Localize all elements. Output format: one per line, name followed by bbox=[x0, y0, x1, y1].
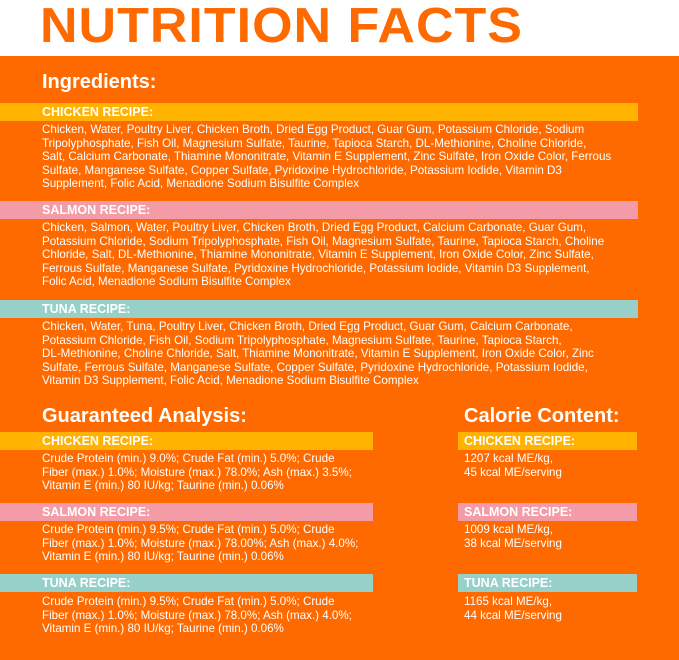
ingredients-tuna-text: Chicken, Water, Tuna, Poultry Liver, Chi… bbox=[42, 320, 594, 388]
text-line: Ferrous Sulfate, Manganese Sulfate, Pyri… bbox=[42, 261, 590, 275]
text-line: Potassium Chloride, Fish Oil, Sodium Tri… bbox=[42, 333, 562, 347]
text-line: Salt, Calcium Carbonate, Thiamine Mononi… bbox=[42, 150, 612, 163]
text-line: DL-Methionine, Choline Chloride, Salt, T… bbox=[42, 347, 594, 360]
text-line: Chicken, Water, Tuna, Poultry Liver, Chi… bbox=[42, 320, 573, 333]
text-line: Chloride, Salt, DL-Methionine, Thiamine … bbox=[42, 248, 594, 261]
text-line: Chicken, Water, Poultry Liver, Chicken B… bbox=[42, 123, 585, 136]
text-line: 38 kcal ME/serving bbox=[464, 536, 562, 550]
text-line: Folic Acid, Menadione Sodium Bisulfite C… bbox=[42, 275, 291, 288]
analysis-salmon-label: SALMON RECIPE: bbox=[0, 503, 373, 521]
ingredients-tuna-label: TUNA RECIPE: bbox=[0, 300, 638, 318]
text-line: Vitamin E (min.) 80 IU/kg; Taurine (min.… bbox=[42, 479, 284, 492]
text-line: Vitamin E (min.) 80 IU/kg; Taurine (min.… bbox=[42, 550, 284, 563]
text-line: Chicken, Salmon, Water, Poultry Liver, C… bbox=[42, 221, 587, 234]
text-line: 45 kcal ME/serving bbox=[464, 465, 562, 479]
page-title: NUTRITION FACTS bbox=[40, 0, 523, 54]
ingredients-salmon-text: Chicken, Salmon, Water, Poultry Liver, C… bbox=[42, 221, 604, 289]
text-line: Crude Protein (min.) 9.5%; Crude Fat (mi… bbox=[42, 523, 335, 536]
analysis-chicken-label: CHICKEN RECIPE: bbox=[0, 432, 373, 450]
calories-heading: Calorie Content: bbox=[464, 405, 620, 427]
text-line: Crude Protein (min.) 9.5%; Crude Fat (mi… bbox=[42, 595, 335, 608]
calories-chicken-label: CHICKEN RECIPE: bbox=[458, 432, 637, 450]
calories-salmon-label: SALMON RECIPE: bbox=[458, 503, 637, 521]
text-line: Potassium Chloride, Sodium Tripolyphosph… bbox=[42, 234, 605, 248]
analysis-tuna-text: Crude Protein (min.) 9.5%; Crude Fat (mi… bbox=[42, 595, 352, 636]
text-line: Supplement, Folic Acid, Menadione Sodium… bbox=[42, 177, 360, 190]
text-line: Vitamin D3 Supplement, Folic Acid, Menad… bbox=[42, 374, 419, 387]
nutrition-panel bbox=[0, 56, 679, 660]
text-line: Tripolyphosphate, Fish Oil, Magnesium Su… bbox=[42, 136, 587, 150]
text-line: Sulfate, Manganese Sulfate, Copper Sulfa… bbox=[42, 163, 562, 177]
analysis-salmon-text: Crude Protein (min.) 9.5%; Crude Fat (mi… bbox=[42, 523, 358, 564]
text-line: 44 kcal ME/serving bbox=[464, 608, 562, 622]
text-line: Sulfate, Ferrous Sulfate, Manganese Sulf… bbox=[42, 360, 588, 374]
header: NUTRITION FACTS bbox=[0, 0, 679, 56]
text-line: Fiber (max.) 1.0%; Moisture (max.) 78.0%… bbox=[42, 608, 352, 622]
ingredients-salmon-label: SALMON RECIPE: bbox=[0, 201, 638, 219]
analysis-chicken-text: Crude Protein (min.) 9.0%; Crude Fat (mi… bbox=[42, 452, 352, 493]
calories-tuna-text: 1165 kcal ME/kg, 44 kcal ME/serving bbox=[464, 595, 562, 622]
text-line: Crude Protein (min.) 9.0%; Crude Fat (mi… bbox=[42, 452, 335, 465]
ingredients-chicken-label: CHICKEN RECIPE: bbox=[0, 103, 638, 121]
text-line: 1009 kcal ME/kg, bbox=[464, 523, 553, 536]
text-line: Fiber (max.) 1.0%; Moisture (max.) 78.0%… bbox=[42, 465, 352, 479]
ingredients-chicken-text: Chicken, Water, Poultry Liver, Chicken B… bbox=[42, 123, 611, 191]
text-line: 1207 kcal ME/kg, bbox=[464, 452, 553, 465]
analysis-heading: Guaranteed Analysis: bbox=[42, 405, 247, 427]
ingredients-heading: Ingredients: bbox=[42, 71, 157, 93]
calories-salmon-text: 1009 kcal ME/kg, 38 kcal ME/serving bbox=[464, 523, 562, 550]
calories-tuna-label: TUNA RECIPE: bbox=[458, 574, 637, 592]
text-line: Fiber (max.) 1.0%; Moisture (max.) 78.00… bbox=[42, 536, 359, 550]
calories-chicken-text: 1207 kcal ME/kg, 45 kcal ME/serving bbox=[464, 452, 562, 479]
text-line: Vitamin E (min.) 80 IU/kg; Taurine (min.… bbox=[42, 622, 284, 635]
text-line: 1165 kcal ME/kg, bbox=[464, 595, 553, 608]
analysis-tuna-label: TUNA RECIPE: bbox=[0, 574, 373, 592]
